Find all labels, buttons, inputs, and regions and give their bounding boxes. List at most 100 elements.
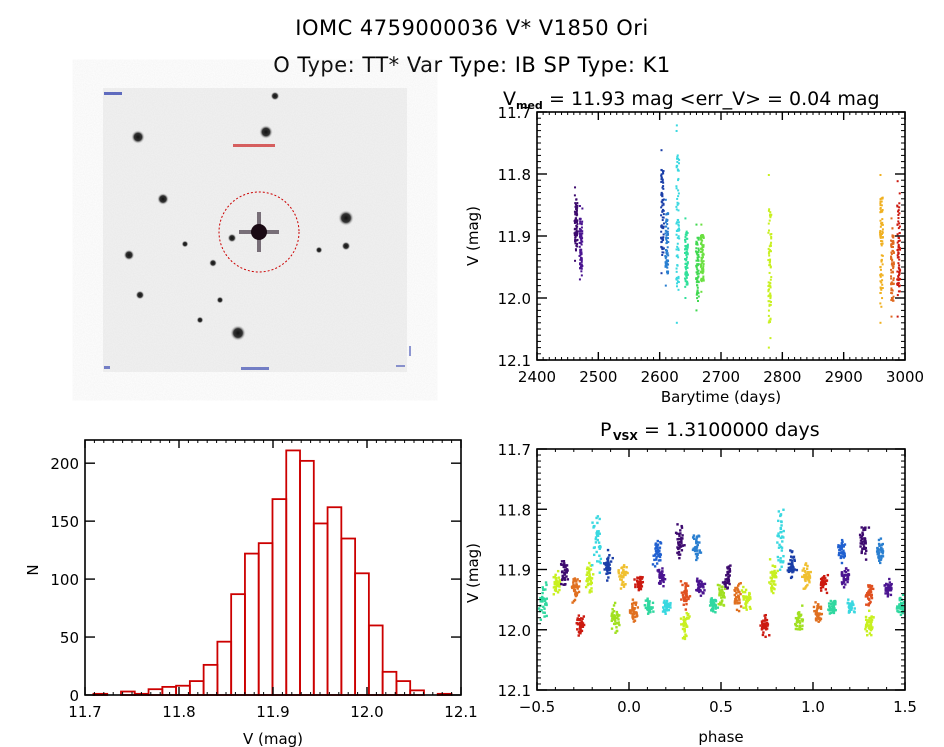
lightcurve-point [575, 207, 578, 210]
lightcurve-point [580, 259, 583, 262]
phased-point [792, 555, 796, 559]
phased-point [667, 608, 671, 612]
phased-point [840, 561, 844, 565]
phased-point [561, 577, 564, 581]
phased-point [545, 603, 548, 606]
histogram-bar [299, 459, 315, 696]
lightcurve-point [667, 227, 670, 230]
phased-point [539, 618, 543, 621]
lightcurve-point [696, 284, 699, 287]
phased-point [824, 582, 828, 586]
lightcurve-point [768, 288, 771, 291]
field-star [270, 91, 280, 101]
lightcurve-point [574, 235, 577, 238]
lightcurve-xlabel: Barytime (days) [661, 388, 781, 406]
lightcurve-point [769, 294, 772, 297]
phased-point [727, 565, 731, 568]
phased-point [612, 616, 616, 619]
phased-point [617, 569, 620, 572]
phased-point [685, 602, 688, 606]
phased-point [897, 606, 901, 610]
phased-point [576, 617, 579, 620]
phased-point [770, 571, 774, 574]
lightcurve-point [701, 250, 704, 253]
phased-point [620, 583, 624, 586]
phased-point [608, 554, 611, 557]
phased-point [744, 606, 748, 609]
lightcurve-point [686, 264, 689, 267]
phased-point [598, 560, 601, 563]
lightcurve-point [699, 234, 702, 237]
phased-point [636, 579, 639, 582]
phased-point [869, 585, 872, 588]
phased-point [862, 528, 865, 532]
phased-point [737, 582, 741, 586]
phased-point [695, 558, 698, 562]
lightcurve-point [575, 209, 578, 212]
lightcurve-point [675, 222, 678, 225]
lightcurve-y-tick-label: 12.0 [498, 290, 531, 308]
lightcurve-point [769, 292, 772, 295]
phased-point [588, 569, 591, 572]
phased-point [683, 627, 686, 630]
phased-point [612, 614, 615, 618]
lightcurve-point [702, 275, 705, 278]
phased-point [681, 544, 685, 547]
phased-point [572, 578, 575, 581]
lightcurve-point [578, 232, 581, 235]
lightcurve-point [769, 285, 772, 288]
lightcurve-point [767, 222, 770, 225]
phased-point [593, 524, 596, 528]
lightcurve-point [881, 197, 884, 200]
lightcurve-point [579, 218, 582, 221]
phased-point [678, 540, 682, 544]
lightcurve-point [675, 208, 678, 211]
phased-point [898, 604, 901, 607]
lightcurve-point [695, 281, 698, 284]
phased-point [607, 568, 611, 572]
phased-point [680, 524, 683, 528]
lightcurve-point [697, 295, 700, 298]
phased-point [828, 609, 831, 612]
phased-point [830, 607, 833, 611]
phased-point [654, 542, 658, 545]
phased-point [685, 583, 688, 587]
lightcurve-point [879, 230, 882, 233]
phased-point [565, 564, 569, 567]
phased-point [685, 624, 688, 627]
lightcurve-point [898, 272, 901, 275]
lightcurve-point [665, 251, 668, 254]
phased-point [565, 568, 569, 571]
phased-point [884, 587, 888, 590]
phased-point [710, 609, 713, 612]
histogram-x-tick-label: 11.8 [162, 703, 195, 721]
phased-point [864, 552, 867, 555]
phased-point [774, 583, 777, 586]
phased-point [797, 620, 801, 623]
lightcurve-point [660, 175, 663, 178]
phased-point [768, 634, 771, 637]
lightcurve-point [661, 201, 664, 204]
lightcurve-point [676, 236, 679, 239]
phased-point [664, 601, 667, 604]
phased-point [800, 627, 804, 631]
phased-point [816, 616, 820, 619]
phased-point [844, 567, 848, 570]
lightcurve-point [660, 174, 663, 177]
phased-point [553, 575, 557, 579]
lightcurve-point [660, 236, 663, 239]
lightcurve-point [684, 279, 687, 282]
phased-point [543, 599, 547, 602]
phased-point [588, 561, 591, 565]
lightcurve-point [662, 181, 665, 184]
phased-point [684, 608, 688, 611]
lightcurve-point [573, 194, 576, 197]
phased-point [728, 569, 732, 573]
lightcurve-point [575, 204, 578, 207]
phased-point [681, 583, 684, 587]
phased-point [866, 633, 869, 637]
phased-xlabel: phase [698, 728, 743, 746]
lightcurve-point [697, 236, 700, 239]
phased-point [870, 615, 873, 618]
phased-point [541, 586, 544, 589]
